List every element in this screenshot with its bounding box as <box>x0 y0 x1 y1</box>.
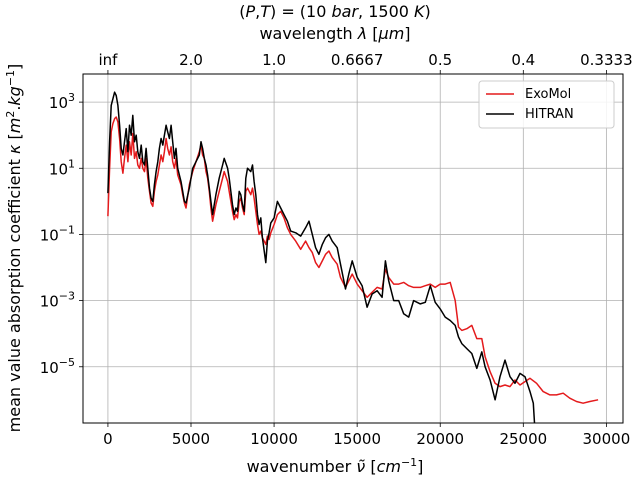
x-axis-title: wavenumber ν̃ [cm−1] <box>247 456 424 476</box>
x-tick-label: 25000 <box>499 430 547 448</box>
legend-label-hitran: HITRAN <box>525 107 574 122</box>
ticks: 0 5000 10000 15000 20000 25000 30000 inf 2.0 1.0 0… <box>40 51 633 448</box>
x2-tick-label: 2.0 <box>179 51 203 69</box>
y-tick-label: 101 <box>49 157 75 178</box>
x2-tick-label: 0.5 <box>428 51 452 69</box>
y-tick-label: 103 <box>49 91 75 112</box>
x-tick-label: 10000 <box>250 430 298 448</box>
x2-tick-label: 0.3333 <box>580 51 633 69</box>
x-tick-label: 15000 <box>333 430 381 448</box>
legend: ExoMol HITRAN <box>478 80 615 129</box>
x2-tick-label: 0.4 <box>511 51 535 69</box>
grid <box>83 74 623 423</box>
series-line-hitran <box>107 91 536 423</box>
series-line-exomol <box>107 116 599 404</box>
x2-tick-label: 0.6667 <box>331 51 384 69</box>
series-lines <box>107 91 599 423</box>
y-tick-label: 10−3 <box>40 290 75 311</box>
x2-tick-label: inf <box>98 51 118 69</box>
x-tick-label: 0 <box>103 430 113 448</box>
chart-title: (P,T) = (10 bar, 1500 K) <box>239 2 431 21</box>
y-tick-label: 10−5 <box>40 356 75 377</box>
legend-label-exomol: ExoMol <box>525 87 571 102</box>
x2-axis-title: wavelength λ [μm] <box>259 24 410 43</box>
y-axis-title: mean value absorption coefficient κ [m2.… <box>4 64 24 433</box>
legend-box <box>478 80 615 129</box>
x-tick-label: 30000 <box>583 430 631 448</box>
x-tick-label: 20000 <box>416 430 464 448</box>
y-tick-label: 10−1 <box>40 223 75 244</box>
x2-tick-label: 1.0 <box>262 51 286 69</box>
x-tick-label: 5000 <box>172 430 210 448</box>
plot-frame <box>82 73 624 424</box>
